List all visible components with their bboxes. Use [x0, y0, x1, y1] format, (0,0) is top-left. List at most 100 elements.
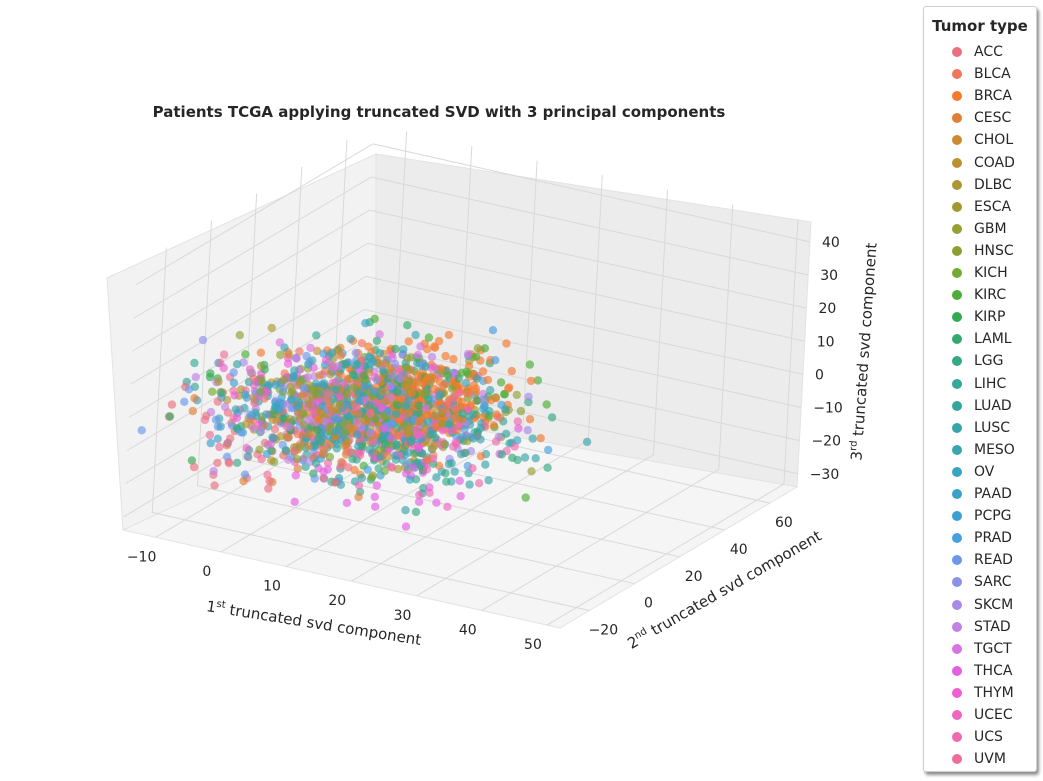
y-tick-label: −20 — [589, 623, 619, 639]
x-grid-line — [653, 189, 669, 455]
data-point — [331, 385, 341, 394]
data-point — [513, 417, 522, 426]
data-point — [250, 398, 259, 408]
data-point — [213, 397, 222, 406]
data-point — [476, 435, 485, 444]
legend-item-paad: PAAD — [952, 483, 1012, 505]
data-point — [284, 432, 293, 442]
data-point — [308, 356, 317, 365]
data-point — [263, 470, 272, 479]
data-point — [394, 431, 403, 440]
data-point — [229, 368, 238, 377]
data-point — [473, 344, 482, 353]
data-point — [424, 333, 434, 342]
data-point — [262, 410, 271, 419]
data-point — [326, 370, 335, 379]
x-grid-line — [587, 175, 603, 441]
data-point — [414, 497, 424, 506]
legend-item-laml: LAML — [952, 328, 1012, 350]
data-point — [406, 437, 416, 446]
legend-label: SKCM — [974, 596, 1014, 613]
data-point — [458, 432, 468, 441]
legend-label: LUSC — [974, 419, 1011, 436]
y-grid-line — [242, 193, 258, 459]
x-grid-line — [416, 454, 654, 597]
data-point — [376, 471, 385, 480]
data-point — [351, 403, 361, 412]
data-point — [305, 400, 314, 409]
data-point — [476, 452, 486, 461]
data-point — [354, 449, 363, 458]
z-grid-line — [369, 209, 807, 309]
data-point — [305, 430, 314, 439]
data-point — [423, 345, 432, 354]
legend-swatch — [952, 665, 962, 676]
data-point — [421, 404, 431, 413]
legend-label: KIRC — [974, 287, 1007, 304]
data-point — [327, 406, 336, 415]
z-tick-label: −30 — [810, 467, 840, 483]
data-point — [464, 390, 473, 399]
legend-label: SARC — [974, 574, 1012, 591]
legend-item-ucec: UCEC — [952, 704, 1013, 726]
data-point — [536, 434, 545, 443]
legend-item-kirp: KIRP — [952, 306, 1005, 328]
data-point — [249, 374, 258, 383]
data-point — [582, 437, 592, 447]
z-tick-label: −20 — [811, 434, 841, 450]
data-point — [505, 383, 514, 392]
data-point — [454, 388, 463, 397]
legend-label: TGCT — [974, 640, 1012, 657]
legend-item-acc: ACC — [952, 41, 1003, 63]
legend-swatch — [952, 400, 962, 411]
data-point — [438, 419, 447, 429]
data-point — [523, 426, 532, 435]
data-point — [372, 336, 382, 345]
data-point — [443, 371, 453, 380]
x-axis-label: 1st truncated svd component — [205, 597, 422, 649]
data-point — [354, 389, 364, 398]
data-point — [528, 434, 537, 443]
legend-label: THCA — [974, 662, 1013, 679]
legend-label: CESC — [974, 110, 1012, 127]
data-point — [287, 389, 296, 398]
data-point — [547, 413, 557, 422]
data-point — [310, 474, 319, 483]
z-tick-label: −10 — [813, 401, 843, 417]
data-point — [293, 464, 302, 473]
data-point — [526, 376, 536, 386]
data-point — [404, 448, 413, 457]
data-point — [313, 390, 323, 400]
data-point — [354, 481, 364, 490]
data-point — [469, 434, 478, 443]
data-point — [331, 427, 340, 436]
data-point — [284, 350, 293, 359]
data-point — [376, 452, 385, 461]
z-grid-line — [128, 275, 367, 418]
data-point — [444, 330, 454, 340]
data-point — [319, 473, 328, 483]
data-point — [287, 395, 296, 404]
y-tick-label: 60 — [775, 515, 793, 531]
y-tick-label: 40 — [730, 542, 748, 558]
data-point — [256, 426, 266, 435]
data-point — [516, 406, 526, 416]
legend-swatch — [952, 599, 962, 610]
data-point — [430, 343, 440, 352]
data-point — [184, 385, 194, 394]
data-point — [215, 442, 224, 452]
data-point — [423, 395, 433, 404]
data-point — [232, 413, 242, 423]
legend-swatch — [952, 422, 962, 433]
data-point — [386, 462, 396, 471]
data-point — [232, 458, 242, 467]
z-grid-line — [365, 275, 804, 375]
data-point — [206, 369, 215, 378]
data-point — [455, 476, 464, 485]
data-point — [367, 473, 376, 482]
data-point — [285, 415, 295, 424]
data-point — [239, 476, 248, 486]
data-point — [313, 415, 322, 424]
data-point — [366, 354, 375, 363]
data-point — [491, 356, 500, 365]
